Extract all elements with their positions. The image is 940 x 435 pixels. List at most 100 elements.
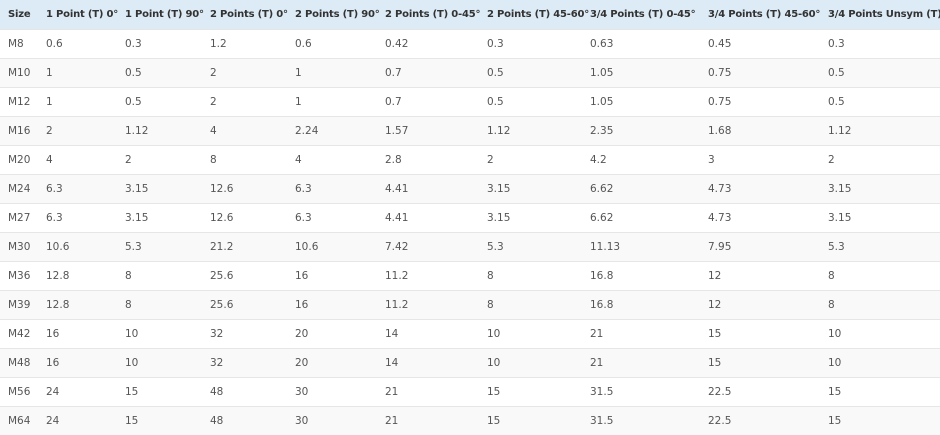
size-cell: M48 (0, 349, 38, 378)
column-header: 3/4 Points (T) 0-45° (582, 0, 700, 30)
value-cell: 6.3 (38, 175, 117, 204)
column-header: 2 Points (T) 90° (287, 0, 377, 30)
value-cell: 0.63 (582, 30, 700, 59)
value-cell: 3.15 (117, 175, 202, 204)
value-cell: 2 (117, 146, 202, 175)
value-cell: 3.15 (479, 175, 582, 204)
value-cell: 8 (820, 262, 940, 291)
value-cell: 10 (479, 349, 582, 378)
value-cell: 2 (38, 117, 117, 146)
value-cell: 4.41 (377, 204, 479, 233)
value-cell: 5.3 (117, 233, 202, 262)
value-cell: 16 (287, 291, 377, 320)
value-cell: 4.73 (700, 204, 820, 233)
column-header: 2 Points (T) 0° (202, 0, 287, 30)
value-cell: 24 (38, 378, 117, 407)
column-header: 3/4 Points (T) 45-60° (700, 0, 820, 30)
value-cell: 5.3 (820, 233, 940, 262)
value-cell: 3.15 (820, 204, 940, 233)
value-cell: 8 (820, 291, 940, 320)
value-cell: 0.5 (820, 59, 940, 88)
value-cell: 3.15 (479, 204, 582, 233)
value-cell: 10.6 (287, 233, 377, 262)
value-cell: 4.73 (700, 175, 820, 204)
value-cell: 2 (202, 88, 287, 117)
value-cell: 21 (582, 349, 700, 378)
value-cell: 1 (38, 59, 117, 88)
value-cell: 12.6 (202, 204, 287, 233)
value-cell: 1 (287, 59, 377, 88)
value-cell: 10 (117, 320, 202, 349)
value-cell: 8 (202, 146, 287, 175)
value-cell: 31.5 (582, 378, 700, 407)
value-cell: 0.42 (377, 30, 479, 59)
value-cell: 12 (700, 262, 820, 291)
value-cell: 10 (117, 349, 202, 378)
value-cell: 15 (820, 378, 940, 407)
value-cell: 0.45 (700, 30, 820, 59)
value-cell: 32 (202, 320, 287, 349)
value-cell: 4.41 (377, 175, 479, 204)
value-cell: 1 (287, 88, 377, 117)
value-cell: 25.6 (202, 262, 287, 291)
column-header: Size (0, 0, 38, 30)
value-cell: 10 (820, 320, 940, 349)
value-cell: 8 (479, 291, 582, 320)
value-cell: 11.13 (582, 233, 700, 262)
value-cell: 0.5 (117, 88, 202, 117)
value-cell: 14 (377, 349, 479, 378)
value-cell: 3 (700, 146, 820, 175)
value-cell: 14 (377, 320, 479, 349)
value-cell: 0.5 (479, 59, 582, 88)
value-cell: 11.2 (377, 291, 479, 320)
value-cell: 2 (820, 146, 940, 175)
value-cell: 48 (202, 378, 287, 407)
value-cell: 2 (202, 59, 287, 88)
size-cell: M10 (0, 59, 38, 88)
size-cell: M24 (0, 175, 38, 204)
value-cell: 15 (700, 320, 820, 349)
size-cell: M27 (0, 204, 38, 233)
value-cell: 0.7 (377, 59, 479, 88)
value-cell: 10.6 (38, 233, 117, 262)
value-cell: 3.15 (820, 175, 940, 204)
column-header: 2 Points (T) 0-45° (377, 0, 479, 30)
value-cell: 21 (377, 378, 479, 407)
value-cell: 30 (287, 407, 377, 435)
value-cell: 22.5 (700, 407, 820, 435)
value-cell: 15 (820, 407, 940, 435)
value-cell: 15 (479, 378, 582, 407)
value-cell: 0.5 (117, 59, 202, 88)
value-cell: 1.2 (202, 30, 287, 59)
value-cell: 6.3 (38, 204, 117, 233)
column-header: 3/4 Points Unsym (T) (820, 0, 940, 30)
value-cell: 4 (287, 146, 377, 175)
value-cell: 16 (38, 320, 117, 349)
value-cell: 7.42 (377, 233, 479, 262)
value-cell: 16 (38, 349, 117, 378)
size-cell: M8 (0, 30, 38, 59)
value-cell: 12.6 (202, 175, 287, 204)
value-cell: 6.3 (287, 204, 377, 233)
value-cell: 0.3 (117, 30, 202, 59)
value-cell: 1.57 (377, 117, 479, 146)
value-cell: 10 (820, 349, 940, 378)
value-cell: 32 (202, 349, 287, 378)
value-cell: 1.12 (117, 117, 202, 146)
value-cell: 8 (117, 291, 202, 320)
value-cell: 15 (479, 407, 582, 435)
column-header: 2 Points (T) 45-60° (479, 0, 582, 30)
value-cell: 1 (38, 88, 117, 117)
value-cell: 12.8 (38, 262, 117, 291)
value-cell: 1.05 (582, 59, 700, 88)
size-cell: M20 (0, 146, 38, 175)
